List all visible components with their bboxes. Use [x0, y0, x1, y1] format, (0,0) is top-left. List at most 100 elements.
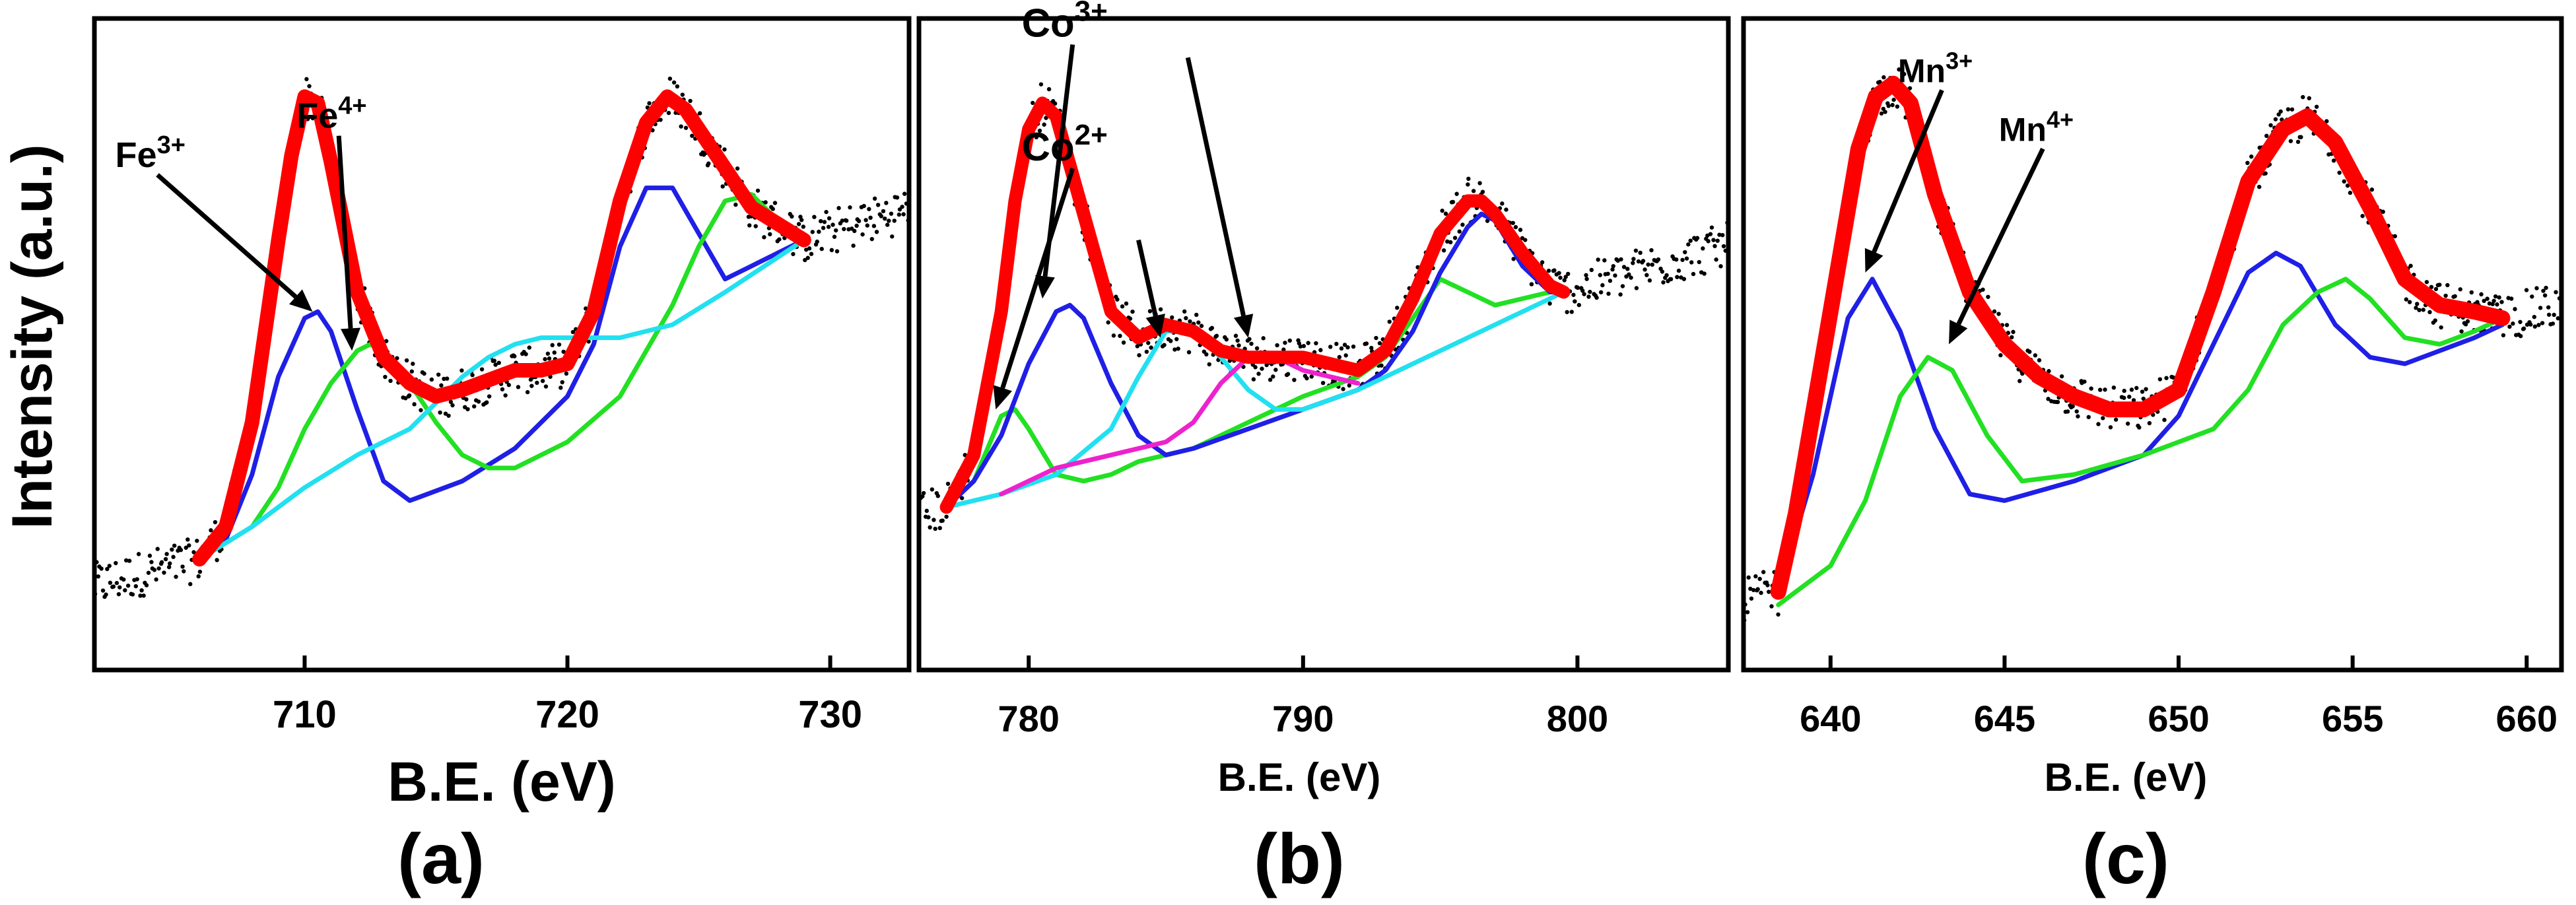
data-point [1121, 340, 1126, 345]
data-point [2532, 314, 2537, 319]
data-point [1746, 575, 1751, 580]
data-point [2011, 329, 2016, 335]
data-point [1337, 354, 1342, 360]
data-point [168, 561, 172, 566]
data-point [2273, 117, 2278, 121]
data-point [2421, 308, 2425, 312]
data-point [439, 383, 444, 388]
data-point [1563, 275, 1568, 279]
data-point [2131, 398, 2136, 403]
data-point [720, 184, 725, 189]
data-point [2479, 292, 2484, 297]
annotation-label-fe3plus: Fe3+ [116, 131, 186, 175]
data-point [1981, 287, 1985, 292]
data-point [2345, 184, 2350, 188]
data-point [2542, 293, 2548, 298]
data-point [154, 577, 158, 582]
data-point [885, 222, 890, 227]
data-point [883, 216, 887, 221]
data-point [2392, 234, 2398, 239]
data-point [2501, 333, 2506, 338]
data-point [166, 564, 172, 570]
data-point [1042, 122, 1046, 127]
data-point [884, 201, 889, 205]
annotation-arrow [336, 135, 353, 329]
data-point [1606, 271, 1610, 276]
data-point [1598, 273, 1602, 277]
data-point [1986, 294, 1990, 299]
annotation-arrow [1000, 167, 1075, 389]
data-point [1247, 337, 1252, 341]
data-point [812, 215, 817, 219]
data-point [2245, 160, 2250, 166]
data-point [1031, 100, 1035, 106]
data-point [1328, 345, 1333, 349]
series-co3-component [944, 211, 1567, 510]
data-point [2518, 319, 2523, 324]
data-point [1594, 295, 1599, 300]
data-point [810, 230, 815, 234]
data-point [675, 84, 680, 89]
data-point [1689, 260, 1694, 265]
data-point [2101, 416, 2105, 420]
data-point [902, 191, 907, 196]
data-point [307, 84, 312, 88]
panel-b: 780 790 800 Co3+ Co2+ B.E. (eV) (b) [916, 0, 1731, 898]
series-satellite-2 [999, 354, 1361, 496]
series-co2-component [944, 277, 1567, 510]
data-point [543, 356, 547, 362]
data-point [1513, 224, 1518, 230]
data-point [688, 98, 693, 104]
data-point [1444, 239, 1450, 244]
data-point [2511, 321, 2515, 326]
data-point [1769, 604, 1774, 609]
data-point [1631, 257, 1636, 261]
data-point [1130, 309, 1135, 314]
series-mn4-component [1776, 277, 2505, 607]
data-point [2453, 294, 2457, 298]
data-point [940, 518, 945, 523]
data-point [2314, 104, 2319, 109]
data-point [2288, 139, 2293, 143]
data-point [561, 349, 566, 354]
data-point [1518, 228, 1523, 232]
data-point [1128, 316, 1133, 321]
data-point [535, 380, 539, 385]
data-point [1124, 301, 1129, 306]
data-point [446, 413, 451, 418]
data-point [1586, 294, 1591, 299]
data-point [1260, 366, 1264, 371]
data-point [647, 101, 652, 106]
data-point [2065, 409, 2070, 414]
data-point [2369, 187, 2375, 192]
data-point [1169, 339, 1173, 343]
panel-c: 640 645 650 655 660 Mn3+ Mn4+ B.E. (eV) (c) [1741, 16, 2564, 898]
data-point [1743, 602, 1747, 607]
data-point [2546, 305, 2551, 310]
data-point [1194, 312, 1199, 318]
data-point [111, 584, 116, 589]
data-point [163, 556, 168, 562]
data-point [1596, 257, 1600, 262]
data-point [1638, 250, 1643, 255]
data-point [2538, 306, 2543, 310]
data-point [2381, 209, 2385, 215]
y-axis-label: Intensity (a.u.) [1, 145, 64, 529]
data-point [1309, 374, 1314, 379]
data-point [1631, 261, 1635, 265]
data-point [1761, 570, 1766, 574]
data-point [99, 566, 104, 571]
data-point [1460, 222, 1465, 227]
data-point [1224, 337, 1229, 342]
data-point [1115, 297, 1120, 302]
annotation-arrow [1136, 239, 1158, 317]
data-point [155, 547, 160, 551]
data-point [1441, 248, 1446, 253]
data-point [493, 362, 498, 367]
data-point [1037, 128, 1042, 133]
data-point [824, 209, 829, 215]
x-tick-label: 720 [535, 693, 599, 736]
data-point [503, 393, 508, 398]
data-point [1347, 383, 1352, 388]
data-point [1318, 348, 1323, 352]
